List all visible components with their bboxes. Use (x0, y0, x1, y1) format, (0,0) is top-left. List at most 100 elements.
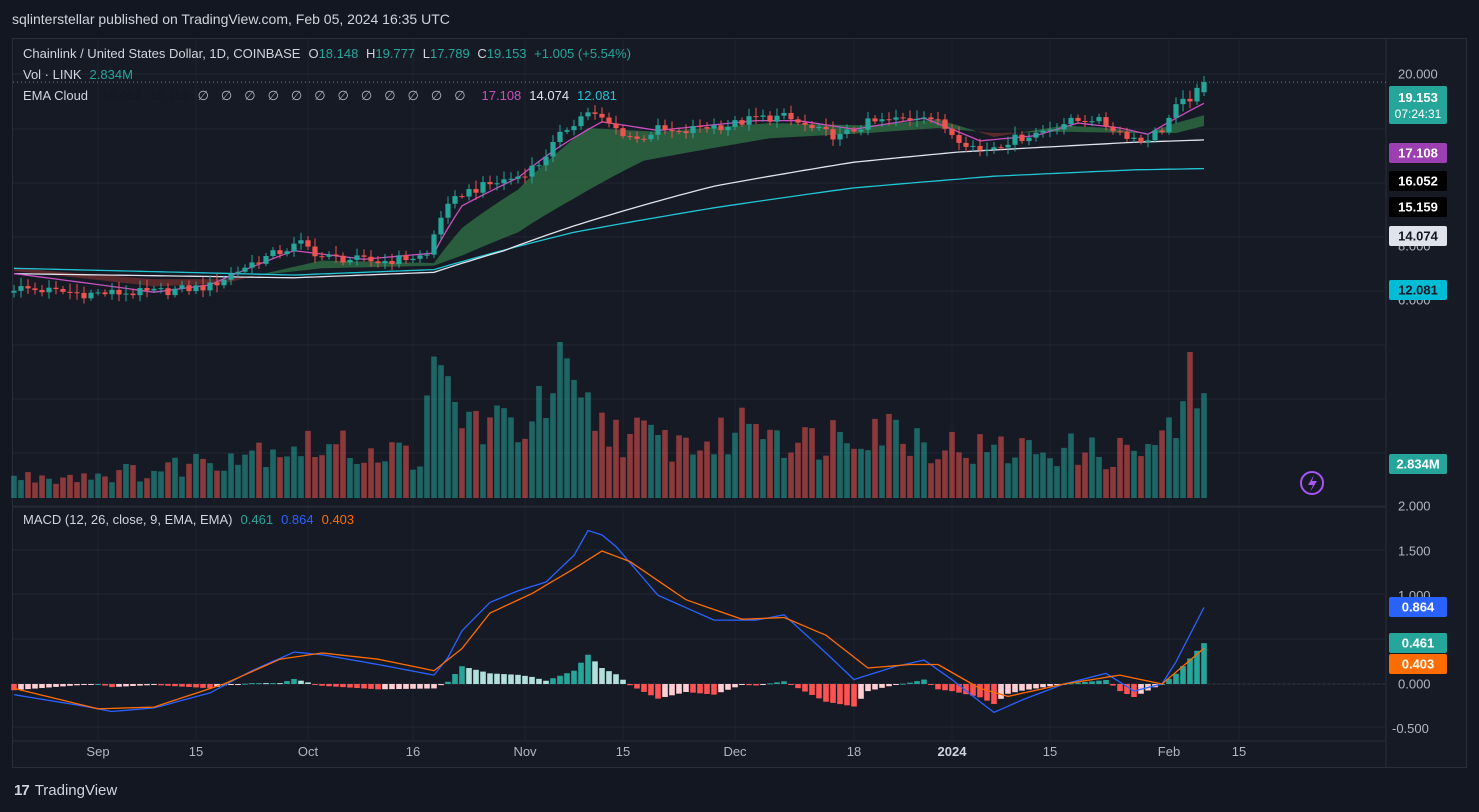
macd-pane (11, 529, 1385, 714)
volume-bar-90 (641, 420, 647, 498)
macd-hist-68 (487, 673, 493, 684)
candle-body-73 (522, 176, 528, 178)
volume-bar-9 (74, 482, 80, 498)
cloud-a-badge-bg (1389, 171, 1447, 191)
candle-body-116 (823, 126, 829, 130)
candle-body-107 (760, 115, 766, 117)
legend-l-label: L (422, 46, 430, 61)
candle-body-120 (851, 129, 857, 132)
macd-hist-142 (1005, 684, 1011, 694)
candle-body-169 (1194, 87, 1200, 102)
volume-bar-105 (746, 423, 752, 498)
macd-hist-136 (963, 684, 969, 695)
candle-body-118 (837, 133, 843, 140)
macd-hist-18 (137, 684, 143, 686)
candle-body-37 (270, 250, 276, 256)
candle-body-167 (1180, 98, 1186, 105)
candle-body-135 (956, 135, 962, 143)
macd-hist-166 (1173, 673, 1179, 684)
alert-icon[interactable] (1300, 471, 1324, 495)
macd-tick-3: -0.500 (1392, 721, 1429, 736)
candle-body-25 (186, 285, 192, 292)
cloud-seg-62 (448, 236, 455, 261)
cloud-seg-22 (168, 279, 175, 286)
cloud-seg-154 (1092, 127, 1099, 133)
candle-body-129 (914, 118, 920, 121)
candle-body-163 (1152, 130, 1158, 141)
volume-bar-7 (60, 477, 66, 498)
macd-hist-36 (263, 683, 269, 685)
candle-body-153 (1082, 120, 1088, 123)
macd-hist-98 (697, 684, 703, 694)
candle-body-48 (347, 259, 353, 263)
candle-body-77 (550, 142, 556, 157)
legend-symbol: Chainlink / United States Dollar, 1D, CO… (23, 46, 301, 61)
candle-body-69 (494, 183, 500, 185)
time-tick-7: 18 (847, 744, 861, 759)
cloud-b-badge-text: 15.159 (1398, 200, 1438, 215)
cloud-seg-70 (504, 193, 511, 238)
volume-bar-41 (298, 456, 304, 498)
volume-bar-21 (158, 471, 164, 498)
candle-body-14 (109, 289, 115, 295)
macd-hist-134 (949, 684, 955, 692)
volume-bar-134 (949, 431, 955, 498)
macd-hist-117 (830, 684, 836, 703)
candle-body-119 (844, 129, 850, 134)
volume-bar-37 (270, 449, 276, 498)
candle-body-50 (361, 255, 367, 257)
candle-body-150 (1061, 124, 1067, 130)
legend-close: 19.153 (486, 46, 527, 61)
tradingview-logo[interactable]: 17 TradingView (14, 782, 117, 799)
candle-body-166 (1173, 104, 1179, 118)
volume-bar-29 (214, 470, 220, 498)
cloud-seg-23 (175, 279, 182, 286)
macd-hist-105 (746, 684, 752, 686)
macd-hist-151 (1068, 683, 1074, 685)
cloud-seg-84 (602, 128, 609, 183)
cloud-seg-3 (35, 269, 42, 274)
macd-hist-33 (242, 683, 248, 685)
volume-bar-137 (970, 463, 976, 498)
macd-hist-5 (46, 684, 52, 688)
cloud-seg-79 (567, 138, 574, 203)
volume-bar-122 (865, 450, 871, 498)
cloud-seg-108 (770, 123, 777, 139)
volume-bar-49 (354, 464, 360, 498)
volume-bar-66 (473, 410, 479, 498)
cloud-seg-61 (441, 244, 448, 264)
macd-hist-94 (669, 684, 675, 696)
chart-frame[interactable] (12, 38, 1467, 768)
candle-body-168 (1187, 98, 1193, 102)
candle-body-6 (53, 287, 59, 289)
macd-hist-39 (284, 681, 290, 684)
cloud-seg-139 (987, 132, 994, 137)
volume-bar-59 (424, 395, 430, 498)
legend-ema-null-9: ∅ (407, 88, 419, 103)
volume-bar-99 (704, 441, 710, 498)
volume-bar-116 (823, 455, 829, 498)
candle-body-134 (949, 128, 955, 136)
macd-hist-19 (144, 684, 150, 686)
candle-body-53 (382, 260, 388, 264)
macd-hist-35 (256, 683, 262, 685)
volume-bar-114 (809, 428, 815, 498)
macd-hist-87 (620, 679, 626, 684)
candle-body-106 (753, 116, 759, 118)
legend-ema-null-10: ∅ (430, 88, 443, 103)
candle-body-11 (88, 292, 94, 299)
candle-body-68 (487, 182, 493, 185)
cloud-seg-101 (721, 126, 728, 147)
candle-body-29 (214, 282, 220, 286)
volume-bar-31 (228, 453, 234, 498)
volume-bar-92 (655, 435, 661, 498)
volume-bar-8 (67, 474, 73, 498)
macd-hist-17 (130, 684, 136, 686)
macd-hist-130 (921, 679, 927, 684)
candle-body-100 (711, 125, 717, 129)
volume-bar-110 (781, 457, 787, 498)
macd-hist-89 (634, 684, 640, 689)
macd-hist-30 (221, 684, 227, 686)
volume-bar-98 (697, 450, 703, 498)
